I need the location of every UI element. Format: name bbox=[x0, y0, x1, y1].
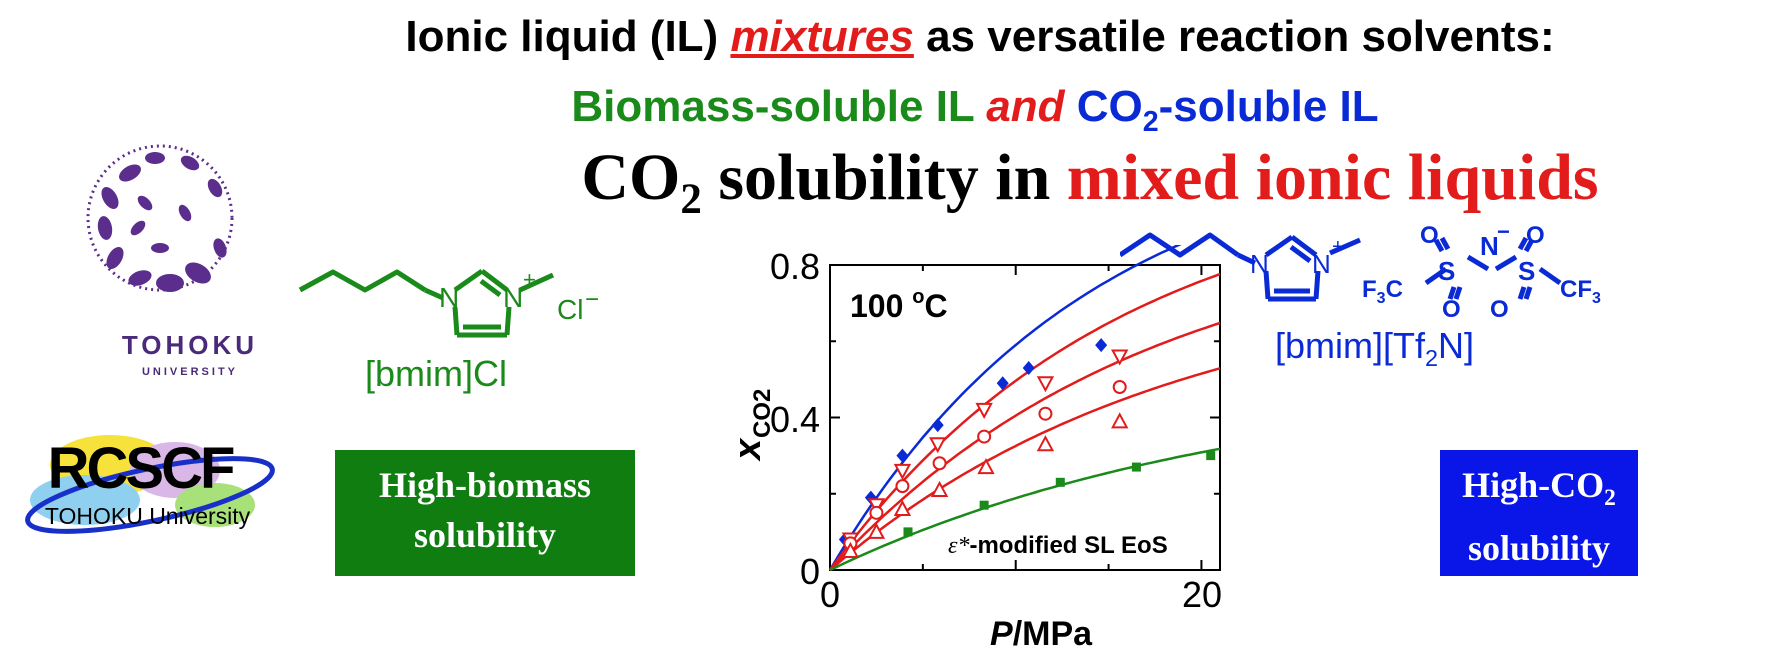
model-annotation: ε*-modified SL EoS bbox=[948, 532, 1168, 559]
blue-box-line2: solubility bbox=[1467, 528, 1611, 569]
data-point bbox=[977, 457, 995, 475]
rcscf-sub: TOHOKU University bbox=[44, 503, 251, 529]
cf3-left: F3C bbox=[1362, 276, 1403, 307]
data-point bbox=[903, 527, 913, 537]
temperature-annotation: 100 oC bbox=[850, 286, 948, 324]
data-point bbox=[841, 541, 860, 558]
data-point bbox=[895, 479, 910, 494]
data-point bbox=[1038, 406, 1053, 421]
atom-o: O bbox=[1442, 296, 1461, 323]
x-tick-label: 20 bbox=[1182, 574, 1222, 615]
tohoku-sub: UNIVERSITY bbox=[141, 366, 238, 378]
data-point bbox=[996, 376, 1009, 391]
data-point bbox=[893, 463, 912, 480]
x-axis-label: P/MPa bbox=[990, 615, 1093, 653]
tohoku-name: TOHOKU bbox=[121, 330, 259, 360]
y-tick-label: 0 bbox=[800, 551, 820, 592]
data-point bbox=[1206, 451, 1216, 461]
data-point bbox=[1036, 376, 1055, 393]
atom-n2: N bbox=[1312, 249, 1331, 279]
chloride: Cl bbox=[557, 294, 583, 325]
data-point bbox=[979, 500, 989, 510]
data-point bbox=[932, 456, 947, 471]
atom-o: O bbox=[1420, 225, 1439, 249]
model-curve bbox=[829, 367, 1221, 571]
cf3-right: CF3 bbox=[1560, 276, 1601, 307]
y-tick-label: 0.8 bbox=[770, 246, 820, 287]
data-point bbox=[977, 429, 992, 444]
co2-solubility-chart: 0 0.4 0.8 0 20 P/MPa x CO2 100 oC ε*-mod… bbox=[690, 227, 1250, 660]
data-point bbox=[864, 490, 877, 505]
data-point bbox=[867, 498, 886, 515]
data-point bbox=[1055, 477, 1065, 487]
atom-o: O bbox=[1490, 296, 1509, 323]
data-point bbox=[867, 522, 886, 539]
data-point bbox=[929, 437, 947, 454]
data-point bbox=[1036, 435, 1055, 452]
subheadline: Biomass-soluble IL and CO2-soluble IL bbox=[571, 82, 1379, 138]
green-box-line2: solubility bbox=[413, 515, 557, 555]
model-curve bbox=[829, 447, 1221, 572]
data-point bbox=[975, 402, 993, 419]
svg-text:x: x bbox=[727, 437, 769, 462]
data-point bbox=[869, 505, 884, 520]
chart-svg: 0 0.4 0.8 0 20 P/MPa x CO2 100 oC ε*-mod… bbox=[727, 227, 1222, 653]
atom-s: S bbox=[1518, 256, 1535, 286]
data-point bbox=[1022, 360, 1035, 375]
high-biomass-box: High-biomass solubility bbox=[335, 450, 635, 576]
data-point bbox=[930, 480, 949, 497]
x-tick-label: 0 bbox=[820, 574, 840, 615]
tohoku-university-logo bbox=[70, 118, 250, 333]
data-point bbox=[1095, 338, 1108, 353]
bmim-tf2n-name: [bmim][Tf2N] bbox=[1275, 325, 1475, 372]
data-point bbox=[1131, 462, 1141, 472]
atom-n2: N bbox=[503, 282, 523, 313]
cation-charge: + bbox=[1332, 236, 1344, 258]
atom-s: S bbox=[1438, 256, 1455, 286]
bmim-tf2n-structure: N N + O S O F3C N − O S O CF3 [bmim][Tf2… bbox=[1120, 225, 1768, 400]
high-co2-box: High-CO2 solubility bbox=[1440, 450, 1638, 576]
model-curve bbox=[828, 272, 1221, 571]
rcscf-name: RCSCF bbox=[47, 436, 236, 501]
bmim-cl-name: [bmim]Cl bbox=[365, 353, 507, 394]
y-tick-label: 0.4 bbox=[770, 399, 820, 440]
model-curve bbox=[828, 227, 1221, 571]
atom-n-minus: N bbox=[1480, 231, 1499, 261]
rcscf-logo: RCSCF TOHOKU University bbox=[15, 415, 280, 545]
data-point bbox=[1111, 349, 1129, 366]
anion-charge: − bbox=[585, 286, 599, 313]
cation-charge: + bbox=[523, 267, 536, 292]
bmim-cl-structure: N N + Cl − [bmim]Cl bbox=[295, 235, 635, 395]
data-point bbox=[893, 499, 912, 516]
svg-text:CO2: CO2 bbox=[749, 389, 776, 438]
model-curve bbox=[829, 321, 1221, 571]
data-point bbox=[931, 418, 944, 433]
main-title: CO2 solubility in mixed ionic liquids bbox=[581, 141, 1599, 224]
anion-charge: − bbox=[1497, 225, 1510, 244]
data-point bbox=[896, 448, 909, 463]
y-axis-label: x CO2 bbox=[727, 389, 776, 462]
blue-box-line1: High-CO2 bbox=[1462, 465, 1616, 512]
atom-o: O bbox=[1526, 225, 1545, 249]
data-point bbox=[1111, 412, 1129, 429]
atom-n1: N bbox=[1250, 249, 1269, 279]
headline: Ionic liquid (IL) mixtures as versatile … bbox=[405, 12, 1555, 61]
green-box-line1: High-biomass bbox=[378, 465, 592, 505]
atom-n1: N bbox=[439, 282, 459, 313]
data-point bbox=[1112, 380, 1127, 394]
